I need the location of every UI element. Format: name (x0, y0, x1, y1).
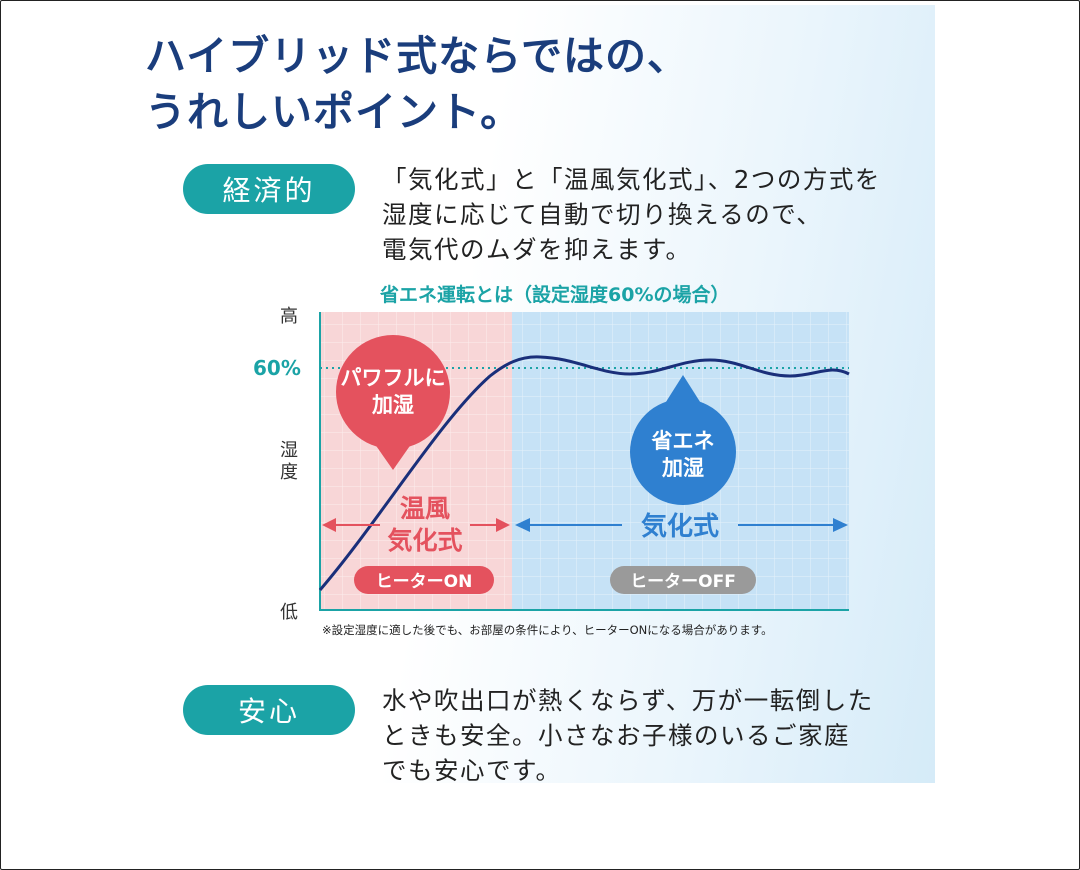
economy-description: 「気化式」と「温風気化式」、2つの方式を 湿度に応じて自動で切り換えるので、 電… (382, 162, 881, 267)
economy-label: 経済的 (183, 164, 355, 214)
eco-humidify-bubble: 省エネ 加湿 (630, 375, 736, 505)
economy-desc-line: 「気化式」と「温風気化式」、2つの方式を (382, 165, 881, 194)
headline-line2: うれしいポイント。 (145, 88, 523, 136)
warm-air-mode-arrow: 温風 気化式 (322, 494, 510, 555)
safety-desc-line: でも安心です。 (382, 756, 562, 785)
mode-left-line2: 気化式 (387, 526, 462, 555)
safety-desc-line: 水や吹出口が熱くならず、万が一転倒した (382, 686, 874, 715)
headline-line1: ハイブリッド式ならではの、 (145, 32, 689, 80)
economy-desc-line: 湿度に応じて自動で切り換えるので、 (382, 200, 823, 229)
y-axis-high-label: 高 (280, 306, 298, 327)
safety-desc-line: ときも安全。小さなお子様のいるご家庭 (382, 721, 850, 750)
bubble-left-line1: パワフルに (341, 366, 446, 390)
badge-left-text: ヒーターON (376, 572, 473, 592)
chart-title: 省エネ運転とは（設定湿度60%の場合） (380, 284, 730, 306)
mode-left-line1: 温風 (400, 494, 450, 523)
setpoint-label: 60% (253, 356, 301, 380)
chart-footnote: ※設定湿度に適した後でも、お部屋の条件により、ヒーターONになる場合があります。 (322, 623, 773, 637)
mode-right-label: 気化式 (641, 511, 719, 542)
bubble-left-line2: 加湿 (371, 393, 414, 417)
safety-label: 安心 (183, 685, 355, 735)
y-axis-low-label: 低 (280, 602, 298, 623)
y-axis-title: 湿度 (280, 440, 298, 483)
heater-off-badge: ヒーターOFF (610, 566, 756, 594)
badge-right-text: ヒーターOFF (630, 572, 736, 592)
vaporization-mode-arrow: 気化式 (515, 511, 848, 542)
humidity-curve (318, 355, 850, 591)
heater-on-badge: ヒーターON (354, 566, 494, 594)
bubble-right-line1: 省エネ (651, 429, 715, 453)
safety-description: 水や吹出口が熱くならず、万が一転倒した ときも安全。小さなお子様のいるご家庭 で… (382, 683, 874, 788)
powerful-humidify-bubble: パワフルに 加湿 (336, 335, 450, 470)
economy-desc-line: 電気代のムダを抑えます。 (382, 235, 692, 264)
bubble-right-line2: 加湿 (661, 456, 704, 480)
